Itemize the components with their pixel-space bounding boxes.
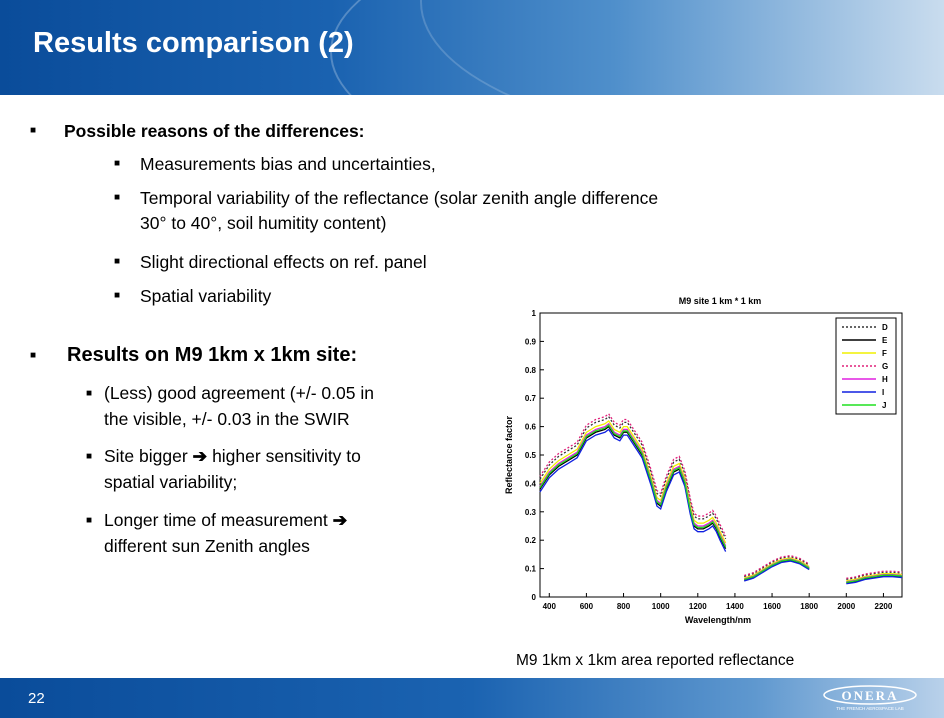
series-line-J [539, 424, 727, 548]
y-tick-label: 0.3 [525, 508, 537, 517]
result-item-continued: the visible, +/- 0.03 in the SWIR [104, 409, 350, 429]
y-tick-label: 0.6 [525, 423, 537, 432]
series-line-G [744, 554, 810, 577]
bullet-marker: ■ [114, 192, 121, 203]
logo-swoosh [823, 685, 917, 705]
x-tick-label: 2200 [875, 602, 893, 611]
result-text: Longer time of measurement [104, 510, 333, 530]
series-line-D [744, 555, 810, 578]
slide-header [0, 0, 944, 95]
series-line-F [846, 573, 903, 582]
result-item-continued: different sun Zenith angles [104, 536, 310, 556]
y-tick-label: 0.5 [525, 451, 537, 460]
x-tick-label: 1400 [726, 602, 744, 611]
bullet-marker: ■ [114, 158, 121, 169]
reason-item: Temporal variability of the reflectance … [140, 188, 659, 208]
reason-item: Spatial variability [140, 286, 272, 306]
result-text: higher sensitivity to [207, 446, 361, 466]
chart-caption: M9 1km x 1km area reported reflectance [516, 652, 795, 669]
reflectance-chart: M9 site 1 km * 1 km 400 600 800 1000 1200 140… [504, 296, 903, 625]
logo-text: ONERA [842, 688, 899, 703]
page-number: 22 [28, 690, 45, 707]
y-tick-label: 0.7 [525, 394, 537, 403]
x-tick-label: 1000 [652, 602, 670, 611]
y-tick-label: 0.8 [525, 366, 537, 375]
legend-label-E: E [882, 336, 888, 345]
series-line-J [744, 558, 810, 581]
slide-title: Results comparison (2) [33, 27, 354, 59]
arrow-right-icon: ➔ [332, 510, 348, 530]
bullet-marker: ■ [114, 256, 121, 267]
series-line-I [744, 560, 810, 582]
reasons-heading: Possible reasons of the differences: [64, 121, 365, 141]
x-tick-label: 600 [580, 602, 594, 611]
bullet-marker: ■ [86, 388, 93, 399]
bullet-marker: ■ [30, 350, 37, 361]
y-tick-label: 1 [532, 309, 537, 318]
legend-label-F: F [882, 349, 887, 358]
y-tick-label: 0.4 [525, 479, 537, 488]
bullet-marker: ■ [30, 125, 37, 136]
y-tick-label: 0 [532, 593, 537, 602]
bullet-marker: ■ [86, 451, 93, 462]
legend-label-H: H [882, 375, 888, 384]
bullet-marker: ■ [114, 290, 121, 301]
x-tick-label: 400 [543, 602, 557, 611]
arrow-right-icon: ➔ [192, 446, 208, 466]
series-line-I [846, 576, 903, 585]
x-tick-label: 1200 [689, 602, 707, 611]
reason-item-continued: 30° to 40°, soil humitity content) [140, 213, 387, 233]
legend-label-G: G [882, 362, 888, 371]
results-heading: Results on M9 1km x 1km site: [67, 344, 358, 366]
x-tick-label: 1800 [800, 602, 818, 611]
result-item: Longer time of measurement ➔ [104, 510, 347, 531]
legend-label-I: I [882, 388, 884, 397]
reason-item: Slight directional effects on ref. panel [140, 252, 427, 272]
result-item-continued: spatial variability; [104, 472, 238, 492]
x-tick-label: 800 [617, 602, 631, 611]
chart-title: M9 site 1 km * 1 km [679, 296, 762, 306]
series-line-I [539, 428, 727, 552]
series-line-G [539, 412, 727, 537]
series-line-F [539, 419, 727, 544]
legend-label-J: J [882, 401, 886, 410]
onera-logo: ONERA THE FRENCH AEROSPACE LAB [823, 685, 917, 711]
series-line-D [539, 415, 727, 540]
series-line-D [846, 571, 903, 580]
y-axis-label: Reflectance factor [504, 415, 514, 494]
logo-subtext: THE FRENCH AEROSPACE LAB [836, 706, 903, 711]
y-tick-label: 0.2 [525, 536, 537, 545]
x-axis-label: Wavelength/nm [685, 615, 751, 625]
result-item: (Less) good agreement (+/- 0.05 in [104, 383, 374, 403]
x-tick-label: 2000 [837, 602, 855, 611]
legend-label-D: D [882, 323, 888, 332]
series-line-J [846, 574, 903, 583]
x-tick-label: 1600 [763, 602, 781, 611]
y-tick-label: 0.1 [525, 565, 537, 574]
series-line-F [744, 557, 810, 579]
result-item: Site bigger ➔ higher sensitivity to [104, 446, 361, 467]
bullet-marker: ■ [86, 515, 93, 526]
y-tick-label: 0.9 [525, 337, 537, 346]
reason-item: Measurements bias and uncertainties, [140, 154, 436, 174]
series-line-G [846, 570, 903, 579]
result-text: Site bigger [104, 446, 193, 466]
slide-footer [0, 678, 944, 718]
